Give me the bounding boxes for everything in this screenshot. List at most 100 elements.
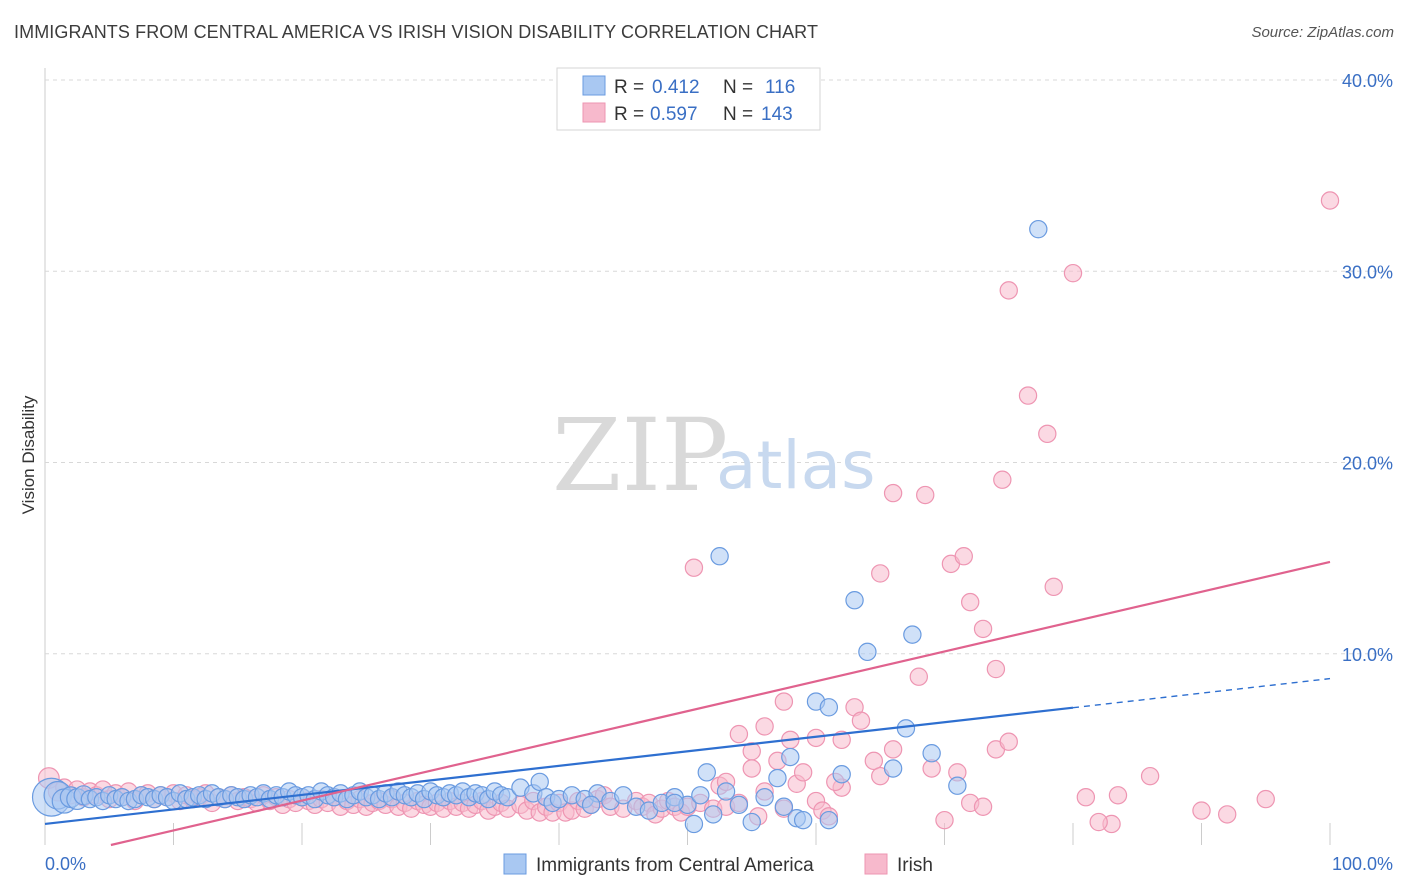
legend-r-value-pink: 0.597 <box>650 104 698 125</box>
point-blue-96 <box>768 768 787 788</box>
point-pink-151 <box>1076 787 1096 807</box>
legend-r-label-pink: R = <box>614 104 644 125</box>
point-pink-150 <box>993 470 1012 489</box>
point-pink-118 <box>883 740 903 759</box>
point-blue-104 <box>832 765 851 784</box>
y-tick-label-2: 30.0% <box>1342 262 1393 282</box>
series-legend-label-blue: Immigrants from Central America <box>536 855 814 876</box>
point-pink-142 <box>999 281 1018 300</box>
point-blue-74 <box>530 772 549 792</box>
y-tick-label-3: 40.0% <box>1342 71 1393 91</box>
legend-n-value-blue: 116 <box>765 77 795 98</box>
point-pink-130 <box>729 724 749 744</box>
point-blue-82 <box>614 786 633 805</box>
legend-swatch-blue <box>582 75 606 96</box>
point-pink-122 <box>935 810 954 830</box>
watermark-atlas: atlas <box>716 427 876 504</box>
point-pink-129 <box>755 717 774 736</box>
point-blue-95 <box>755 787 774 807</box>
point-pink-116 <box>864 751 884 771</box>
point-pink-155 <box>1192 801 1211 820</box>
point-pink-146 <box>1217 805 1237 824</box>
legend-n-value-pink: 143 <box>761 104 793 125</box>
point-pink-128 <box>742 742 761 761</box>
legend-swatch-pink <box>582 102 606 123</box>
point-pink-154 <box>1140 766 1160 786</box>
source-label: Source: ZipAtlas.com <box>1251 24 1394 41</box>
point-blue-90 <box>697 763 716 782</box>
watermark-zip: ZIP <box>552 397 728 514</box>
x-tick-label-1: 100.0% <box>1332 854 1393 874</box>
point-pink-127 <box>999 732 1018 751</box>
point-blue-100 <box>793 810 813 830</box>
point-pink-140 <box>1018 386 1038 405</box>
point-blue-89 <box>691 786 710 805</box>
series-legend-swatch-pink <box>864 853 888 875</box>
correlation-legend: R = 0.412 N = 116 R = 0.597 N = 143 <box>556 67 821 131</box>
legend-r-value-blue: 0.412 <box>652 77 700 98</box>
point-pink-119 <box>909 667 929 686</box>
point-blue-91 <box>704 805 723 824</box>
point-pink-120 <box>916 485 935 505</box>
point-pink-158 <box>871 564 890 583</box>
chart-title: IMMIGRANTS FROM CENTRAL AMERICA VS IRISH… <box>14 22 819 42</box>
point-blue-105 <box>845 591 864 610</box>
point-pink-144 <box>1063 263 1083 283</box>
point-blue-97 <box>774 797 794 816</box>
point-blue-115 <box>581 795 601 815</box>
trend-line-pink <box>110 560 1331 847</box>
point-pink-121 <box>922 759 941 778</box>
point-blue-109 <box>903 625 922 644</box>
point-pink-156 <box>1256 789 1275 809</box>
point-pink-143 <box>1044 577 1063 597</box>
point-blue-110 <box>922 744 941 763</box>
point-pink-141 <box>1038 424 1057 444</box>
point-blue-113 <box>710 547 729 566</box>
point-pink-109 <box>793 763 813 782</box>
y-tick-labels: 10.0% 20.0% 30.0% 40.0% <box>1342 71 1393 665</box>
y-tick-label-1: 20.0% <box>1342 454 1393 474</box>
point-blue-107 <box>883 759 903 778</box>
point-pink-102 <box>742 759 761 778</box>
point-blue-94 <box>742 812 761 832</box>
trend-line-blue-dashed <box>1072 677 1331 709</box>
series-legend-swatch-blue <box>503 853 527 875</box>
point-blue-112 <box>665 793 684 813</box>
point-blue-102 <box>819 698 839 717</box>
legend-n-label-blue: N = <box>723 77 753 98</box>
point-pink-149 <box>973 619 993 639</box>
point-pink-113 <box>832 730 851 750</box>
point-blue-106 <box>858 642 877 662</box>
point-pink-133 <box>774 692 794 711</box>
point-blue-98 <box>781 747 800 767</box>
series-legend: Immigrants from Central America Irish <box>503 853 933 876</box>
legend-r-label-blue: R = <box>614 77 644 98</box>
point-pink-138 <box>961 592 980 612</box>
point-blue-92 <box>716 782 736 801</box>
y-axis-title: Vision Disability <box>19 395 38 514</box>
point-blue-103 <box>819 810 839 830</box>
point-blue-93 <box>729 795 749 815</box>
point-pink-115 <box>851 711 871 730</box>
point-pink-136 <box>883 483 903 503</box>
watermark: ZIP atlas <box>552 397 876 514</box>
point-pink-125 <box>973 797 993 816</box>
point-blue-111 <box>948 776 967 795</box>
point-pink-153 <box>1108 786 1128 805</box>
trend-line-blue <box>44 706 1074 826</box>
grid-lines <box>44 68 1392 845</box>
point-pink-147 <box>1320 191 1340 210</box>
scatter-points <box>31 191 1340 834</box>
point-pink-139 <box>986 659 1006 679</box>
trend-lines <box>44 560 1331 847</box>
point-blue-114 <box>1029 219 1048 239</box>
x-tick-labels: 0.0% 100.0% <box>45 854 1393 874</box>
point-blue-88 <box>684 814 704 834</box>
point-pink-152 <box>1089 812 1108 832</box>
series-legend-label-pink: Irish <box>897 855 933 876</box>
point-blue-71 <box>498 787 517 807</box>
point-pink-132 <box>684 558 704 577</box>
y-tick-label-0: 10.0% <box>1342 645 1393 665</box>
point-pink-148 <box>954 547 973 566</box>
